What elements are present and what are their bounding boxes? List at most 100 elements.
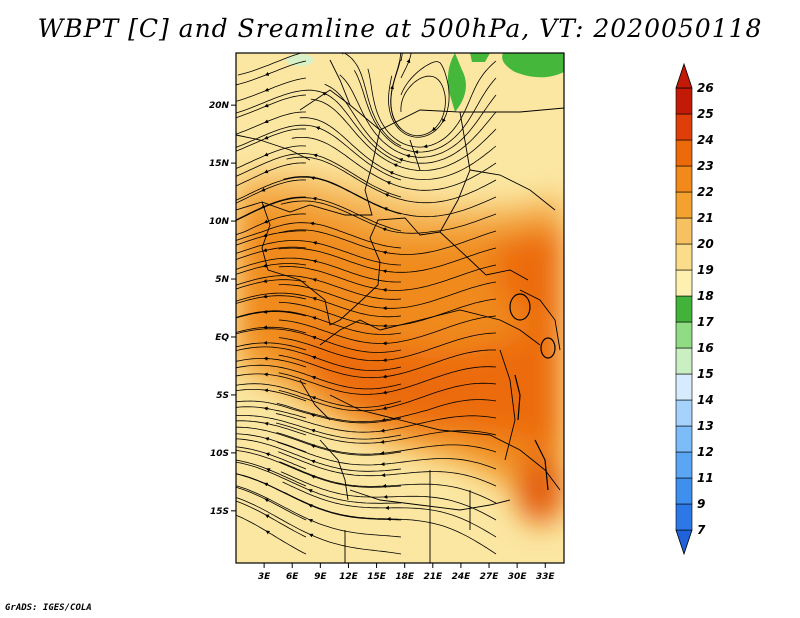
streamline — [236, 279, 307, 290]
streamline-arrow — [264, 437, 270, 441]
streamline-arrow — [423, 144, 429, 149]
lon-tick-label: 9E — [314, 572, 327, 582]
colorbar-swatch — [675, 269, 693, 297]
colorbar-swatch — [675, 243, 693, 271]
lon-tick-label: 15E — [367, 572, 387, 582]
colorbar: 7 9 11 12 13 14 15 16 17 18 19 20 21 22 23 24 25 26 — [675, 62, 714, 556]
streamline-arrow — [308, 518, 314, 523]
streamline-arrow — [309, 221, 316, 226]
lon-tick-label: 6E — [286, 572, 299, 582]
streamline-arrow — [311, 355, 317, 360]
colorbar-swatch — [675, 191, 693, 219]
colorbar-label: 11 — [697, 471, 714, 485]
streamline-arrow — [382, 390, 388, 395]
colorbar-label: 12 — [697, 445, 714, 459]
streamline — [236, 342, 307, 351]
colorbar-label: 24 — [697, 133, 714, 147]
lon-tick-label: 21E — [423, 572, 443, 582]
colorbar-label: 20 — [697, 237, 714, 251]
streamline-arrow — [265, 530, 271, 535]
lon-tick-label: 30E — [508, 572, 528, 582]
colorbar-label: 21 — [697, 211, 714, 225]
streamline-arrow — [264, 514, 270, 519]
streamline-arrow — [308, 489, 314, 493]
streamline-arrow — [262, 263, 268, 268]
streamline — [236, 389, 307, 402]
lat-tick-label: 5N — [215, 275, 229, 285]
colorbar-label: 22 — [697, 185, 714, 199]
streamline — [236, 326, 307, 334]
colorbar-label: 19 — [697, 263, 714, 277]
colorbar-swatch — [675, 139, 693, 167]
streamline — [236, 124, 402, 181]
map-title: WBPT [C] and Sreamline at 500hPa, VT: 20… — [37, 14, 763, 43]
streamline-arrow — [312, 259, 318, 264]
lat-tick-label: 15S — [210, 507, 229, 517]
latitude-axis: 20N 15N 10N 5N EQ 5S 10S 15S — [209, 101, 236, 517]
streamline-arrow — [312, 196, 318, 201]
colorbar-swatch — [675, 321, 693, 349]
colorbar-high-arrow — [675, 62, 693, 89]
colorbar-label: 16 — [697, 341, 714, 355]
streamline-arrow — [398, 158, 404, 162]
colorbar-label: 26 — [697, 81, 714, 95]
streamline-arrow — [310, 444, 316, 449]
streamline-arrow — [322, 92, 327, 96]
lon-tick-label: 33E — [536, 572, 556, 582]
streamline-arrow — [310, 413, 316, 418]
streamline-arrow — [315, 126, 321, 131]
streamline-arrow — [383, 207, 389, 211]
lon-tick-label: 12E — [339, 572, 359, 582]
lon-tick-label: 18E — [395, 572, 415, 582]
streamline — [236, 89, 402, 164]
colorbar-swatch — [675, 399, 693, 427]
streamline-arrow — [264, 119, 270, 124]
streamline-arrow — [262, 248, 268, 253]
lon-tick-label: 24E — [452, 572, 472, 582]
lakes — [509, 293, 556, 491]
streamline-arrow — [263, 169, 269, 174]
streamline-arrow — [390, 85, 394, 91]
colorbar-label: 9 — [697, 497, 705, 511]
streamline-arrow — [262, 233, 268, 238]
lon-tick-label: 27E — [480, 572, 500, 582]
streamline — [236, 263, 307, 275]
streamline-arrow — [263, 219, 269, 224]
streamline-arrow — [264, 87, 270, 92]
streamline-arrow — [406, 58, 411, 64]
colorbar-label: 13 — [697, 419, 714, 433]
colorbar-label: 15 — [697, 367, 714, 381]
streamline-arrow — [311, 316, 318, 321]
streamline — [236, 196, 306, 221]
streamline-arrow — [312, 297, 318, 301]
streamlines — [236, 53, 497, 555]
streamline-arrow — [260, 187, 266, 192]
colorbar-swatch — [675, 503, 693, 531]
streamline-arrow — [310, 428, 316, 433]
streamline — [236, 179, 307, 204]
streamline-arrow — [264, 72, 270, 76]
longitude-axis: 3E 6E 9E 12E 15E 18E 21E 24E 27E 30E 33E — [258, 563, 556, 582]
colorbar-low-arrow — [675, 529, 693, 556]
streamline — [236, 222, 402, 249]
streamline — [236, 461, 401, 504]
colorbar-swatch — [675, 477, 693, 505]
colorbar-swatch — [675, 347, 693, 375]
streamline — [236, 153, 402, 198]
streamline-arrow — [431, 126, 437, 132]
streamline-arrow — [265, 452, 271, 457]
streamline-arrow — [386, 181, 392, 185]
streamline-arrow — [393, 163, 399, 168]
map-frame — [235, 52, 565, 564]
colorbar-swatch — [675, 373, 693, 401]
lat-tick-label: EQ — [215, 333, 229, 343]
colorbar-swatch — [675, 451, 693, 479]
credit-text: GrADS: IGES/COLA — [5, 603, 92, 613]
streamline-arrow — [442, 117, 446, 123]
colorbar-swatch — [675, 113, 693, 141]
streamline-arrow — [264, 103, 270, 108]
streamline-arrow — [313, 153, 319, 158]
streamline-arrow — [405, 154, 411, 158]
streamline-arrow — [263, 152, 269, 157]
